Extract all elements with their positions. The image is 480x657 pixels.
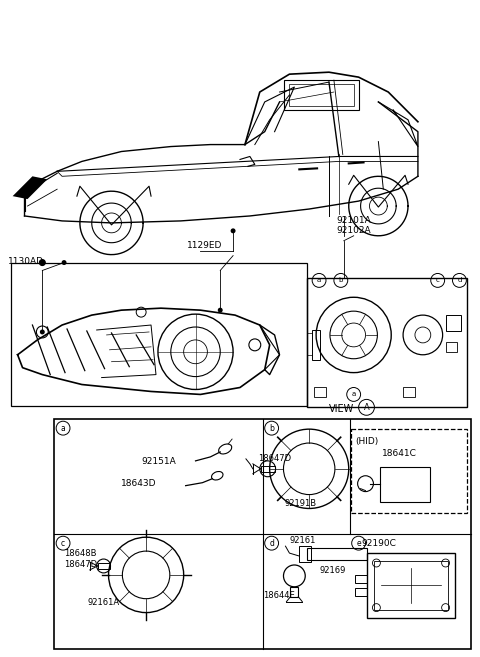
Text: 1129ED: 1129ED	[187, 240, 222, 250]
Text: VIEW: VIEW	[329, 404, 354, 415]
Text: a: a	[351, 392, 356, 397]
Text: c: c	[436, 277, 440, 283]
Bar	[380, 467, 430, 501]
Text: 92169: 92169	[319, 566, 346, 575]
Text: 92161A: 92161A	[87, 598, 120, 606]
Text: 18643D: 18643D	[121, 479, 157, 487]
Bar	[97, 563, 109, 569]
Bar	[54, 419, 471, 649]
Bar	[445, 342, 457, 351]
Bar	[285, 80, 359, 110]
Bar	[351, 429, 468, 513]
Text: 1130AD: 1130AD	[8, 257, 44, 265]
Bar	[374, 561, 447, 610]
Text: 92161: 92161	[289, 536, 316, 545]
Bar	[355, 588, 367, 596]
Text: 18647D: 18647D	[258, 454, 291, 463]
Bar	[314, 388, 326, 397]
Bar	[300, 546, 311, 562]
Circle shape	[61, 260, 67, 265]
Text: 18641C: 18641C	[383, 449, 417, 458]
Bar	[307, 548, 367, 560]
Circle shape	[218, 307, 223, 313]
Bar	[312, 330, 320, 360]
Bar	[261, 466, 275, 472]
Circle shape	[40, 330, 45, 334]
Bar	[290, 587, 298, 597]
Text: A: A	[364, 403, 370, 412]
Text: a: a	[60, 424, 65, 433]
Text: 92151A: 92151A	[141, 457, 176, 466]
Bar	[307, 279, 468, 407]
Bar	[367, 553, 456, 618]
Text: d: d	[269, 539, 274, 548]
Text: 92190C: 92190C	[361, 539, 396, 548]
Text: 18644E: 18644E	[263, 591, 295, 600]
Text: d: d	[457, 277, 462, 283]
Text: 92191B: 92191B	[285, 499, 317, 508]
Text: 92101A: 92101A	[337, 216, 372, 225]
Bar	[403, 388, 415, 397]
Circle shape	[230, 229, 236, 233]
Text: 18647D: 18647D	[64, 560, 97, 569]
Circle shape	[39, 260, 45, 265]
Text: c: c	[61, 539, 65, 548]
Polygon shape	[12, 176, 47, 199]
Text: a: a	[317, 277, 321, 283]
Bar	[445, 315, 461, 331]
Text: 18648B: 18648B	[64, 549, 96, 558]
Text: (HID): (HID)	[356, 437, 379, 446]
Text: b: b	[338, 277, 343, 283]
Text: 92102A: 92102A	[337, 226, 372, 235]
Text: e: e	[356, 539, 361, 548]
Text: b: b	[269, 424, 274, 433]
Bar	[289, 84, 354, 106]
Bar	[355, 575, 367, 583]
Bar	[11, 263, 307, 406]
